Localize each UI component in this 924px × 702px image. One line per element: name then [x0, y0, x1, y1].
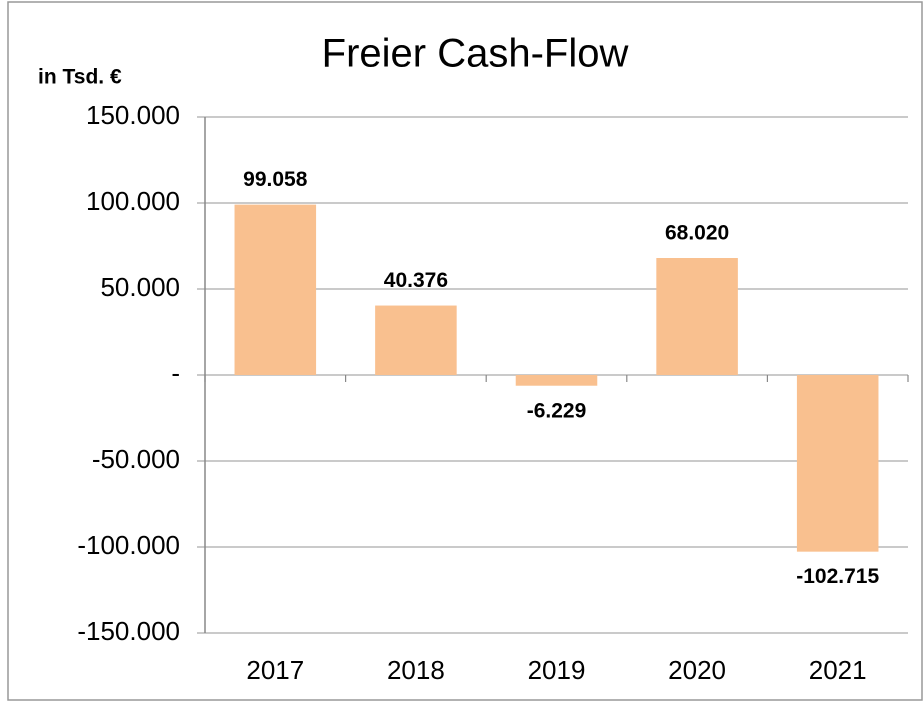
chart-title: Freier Cash-Flow — [322, 32, 629, 76]
x-tick-label: 2021 — [809, 655, 867, 685]
bar — [656, 258, 738, 375]
y-tick-label: - — [171, 358, 180, 388]
y-tick-label: -150.000 — [77, 616, 180, 646]
bar — [515, 375, 598, 386]
bar — [796, 375, 879, 552]
x-tick-label: 2017 — [246, 655, 304, 685]
value-label: 40.376 — [384, 269, 448, 292]
y-tick-label: 150.000 — [86, 100, 180, 130]
x-tick-label: 2018 — [387, 655, 445, 685]
value-label: -6.229 — [527, 399, 587, 422]
x-tick-label: 2019 — [528, 655, 586, 685]
value-label: -102.715 — [796, 565, 879, 588]
y-tick-label: -50.000 — [92, 444, 180, 474]
value-label: 68.020 — [665, 222, 729, 245]
bar — [375, 305, 457, 375]
x-tick-label: 2020 — [668, 655, 726, 685]
y-tick-label: -100.000 — [77, 530, 180, 560]
chart-border — [7, 1, 923, 701]
value-label: 99.058 — [243, 168, 308, 191]
y-axis-label: in Tsd. € — [38, 66, 122, 89]
bar — [234, 204, 317, 375]
y-tick-label: 50.000 — [100, 272, 180, 302]
y-tick-label: 100.000 — [86, 186, 180, 216]
